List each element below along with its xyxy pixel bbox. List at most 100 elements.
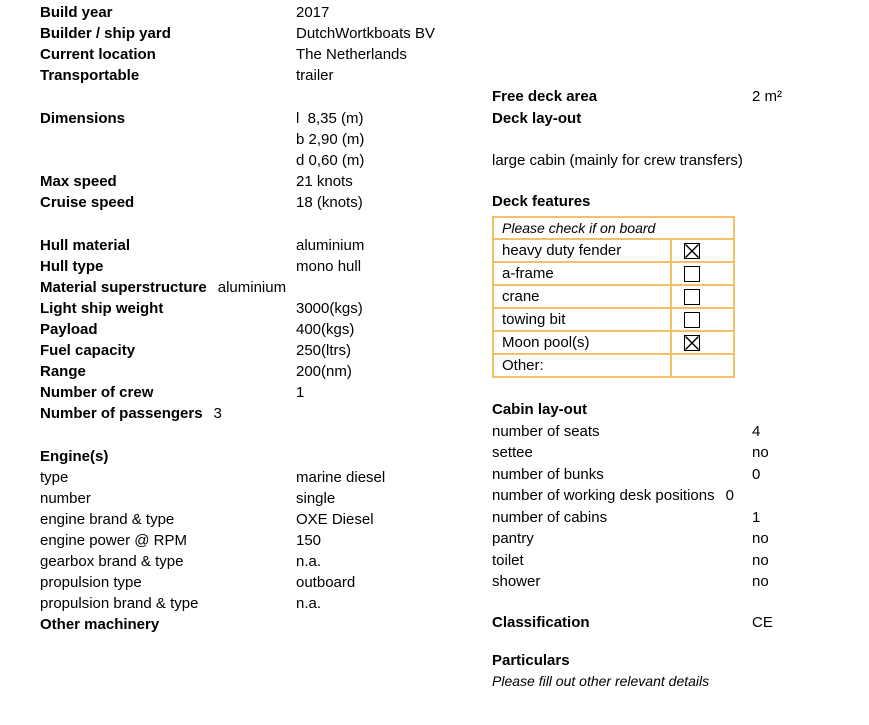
field-label: number of working desk positions	[492, 487, 715, 504]
spec-row: number single	[40, 488, 480, 509]
spec-row: shower no	[492, 571, 862, 593]
classification-label: Classification	[492, 613, 590, 631]
free-deck-area-label: Free deck area	[492, 88, 598, 105]
field-label: propulsion type	[40, 574, 142, 591]
spec-row: Max speed 21 knots	[40, 171, 480, 192]
deck-feature-label: towing bit	[494, 309, 672, 330]
field-value: marine diesel	[296, 469, 386, 486]
spec-row: Range 200(nm)	[40, 361, 480, 382]
field-label: Light ship weight	[40, 300, 164, 317]
spec-row: Current location The Netherlands	[40, 44, 480, 65]
field-value: 3000(kgs)	[296, 300, 363, 317]
field-label: engine brand & type	[40, 511, 175, 528]
field-value: 18 (knots)	[296, 194, 363, 211]
deck-feature-label: Other:	[494, 355, 672, 376]
spec-row: Build year 2017	[40, 2, 480, 23]
deck-feature-label: crane	[494, 286, 672, 307]
spec-row: settee no	[492, 442, 862, 464]
deck-features-table-header: Please check if on board	[494, 218, 733, 240]
spec-row: number of seats 4	[492, 421, 862, 443]
deck-feature-row: towing bit	[494, 309, 733, 332]
field-label: number of bunks	[492, 465, 604, 483]
spec-row: Fuel capacity 250(ltrs)	[40, 340, 480, 361]
deck-features-table: Please check if on board heavy duty fend…	[492, 216, 735, 378]
field-label: Max speed	[40, 173, 117, 190]
spec-row: Other machinery	[40, 614, 480, 635]
field-value: b 2,90 (m)	[296, 131, 365, 148]
field-value: no	[752, 444, 769, 461]
spec-row: Number of crew 1	[40, 382, 480, 403]
deck-feature-checkbox-cell	[672, 332, 733, 353]
deck-feature-checkbox-cell	[672, 240, 733, 261]
classification-value: CE	[752, 613, 773, 631]
left-column: Build year 2017 Builder / ship yard DutchWo…	[40, 2, 480, 635]
field-value: no	[752, 573, 769, 590]
spec-row: Payload 400(kgs)	[40, 319, 480, 340]
field-value: 400(kgs)	[296, 321, 355, 338]
spec-row: d 0,60 (m)	[40, 150, 480, 171]
deck-feature-checkbox-cell	[672, 355, 733, 376]
spec-row: type marine diesel	[40, 467, 480, 488]
field-label: type	[40, 469, 69, 486]
field-label: Transportable	[40, 67, 140, 84]
field-value: no	[752, 551, 769, 569]
deck-feature-row: crane	[494, 286, 733, 309]
field-value: 21 knots	[296, 173, 353, 190]
deck-layout-description: large cabin (mainly for crew transfers)	[492, 152, 743, 169]
spec-row: Dimensions l 8,35 (m)	[40, 108, 480, 129]
spec-row: Transportable trailer	[40, 65, 480, 86]
field-label: shower	[492, 573, 541, 590]
field-label: settee	[492, 444, 533, 461]
spec-row: Hull material aluminium	[40, 235, 480, 256]
field-value: d 0,60 (m)	[296, 152, 365, 169]
spec-row: Number of passengers 3	[40, 403, 480, 424]
field-label: number of cabins	[492, 508, 608, 526]
field-value: 0	[725, 487, 734, 504]
field-value: no	[752, 530, 769, 547]
spec-row: b 2,90 (m)	[40, 129, 480, 150]
deck-layout-heading: Deck lay-out	[492, 109, 582, 127]
spec-row: gearbox brand & type n.a.	[40, 551, 480, 572]
field-value: 200(nm)	[296, 363, 352, 380]
spec-row: number of cabins 1	[492, 507, 862, 529]
spec-row: engine power @ RPM 150	[40, 530, 480, 551]
field-label: Build year	[40, 4, 113, 21]
spec-row: number of bunks 0	[492, 464, 862, 486]
field-label: Material superstructure	[40, 279, 207, 296]
checkbox-checked-icon[interactable]	[684, 334, 700, 351]
field-label: Other machinery	[40, 616, 160, 633]
field-label: number	[40, 490, 91, 507]
field-value: 250(ltrs)	[296, 342, 352, 359]
field-value: mono hull	[296, 258, 362, 275]
field-value: 4	[752, 422, 761, 440]
field-value: trailer	[296, 67, 334, 84]
field-value: 150	[296, 532, 322, 549]
deck-features-rows: heavy duty fender a-frame crane towing bit M…	[494, 240, 733, 376]
spec-row: propulsion brand & type n.a.	[40, 593, 480, 614]
deck-feature-checkbox-cell	[672, 263, 733, 284]
checkbox-unchecked-icon[interactable]	[684, 265, 700, 282]
field-value: outboard	[296, 574, 356, 591]
field-value: 3	[213, 405, 222, 422]
field-label: Number of passengers	[40, 405, 203, 422]
cabin-layout-rows: number of seats 4 settee no number of bunks 0…	[492, 421, 862, 593]
field-label: Range	[40, 363, 86, 380]
spec-row: Hull type mono hull	[40, 256, 480, 277]
free-deck-area-row: Free deck area 2 m²	[492, 86, 862, 108]
field-value: DutchWortkboats BV	[296, 25, 435, 42]
deck-feature-checkbox-cell	[672, 309, 733, 330]
spec-row: Builder / ship yard DutchWortkboats BV	[40, 23, 480, 44]
deck-features-heading: Deck features	[492, 192, 591, 210]
deck-feature-row: Moon pool(s)	[494, 332, 733, 355]
field-label: number of seats	[492, 422, 600, 440]
checkbox-checked-icon[interactable]	[684, 242, 700, 259]
field-label	[40, 129, 296, 150]
checkbox-unchecked-icon[interactable]	[684, 311, 700, 328]
field-label: Dimensions	[40, 110, 126, 127]
spec-row: Material superstructure aluminium	[40, 277, 480, 298]
field-value: l 8,35 (m)	[296, 110, 364, 127]
checkbox-unchecked-icon[interactable]	[684, 288, 700, 305]
spec-row: toilet no	[492, 550, 862, 572]
group-hull-weights: Hull material aluminium Hull type mono hull…	[40, 235, 480, 424]
